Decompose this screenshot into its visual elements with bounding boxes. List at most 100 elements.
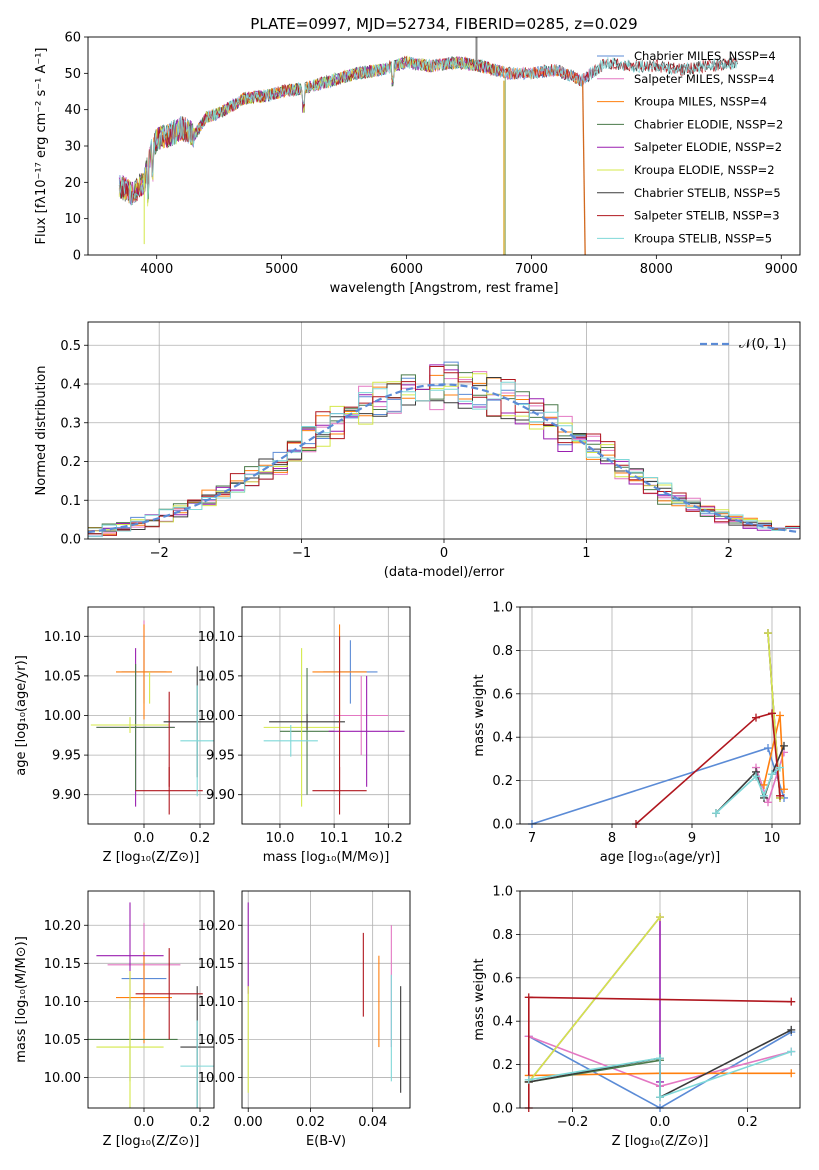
x-tick-label: 8000	[640, 262, 673, 277]
x-tick-label: 5000	[265, 262, 298, 277]
y-tick-label: 10.00	[198, 709, 235, 724]
mass-vs-metallicity-panel: 0.0 0.2 10.00 10.05 10.10 10.15 10.20 Z [log₁₀(…	[14, 890, 215, 1149]
weight-point-marker	[787, 1069, 796, 1078]
y-tick-label: 50	[64, 67, 81, 82]
x-axis-label: Z [log₁₀(Z/Z⊙)]	[612, 1134, 709, 1149]
x-tick-label: 0	[440, 546, 448, 561]
histogram-step-line	[88, 377, 800, 535]
y-tick-label: 0.6	[492, 971, 513, 986]
weight-point-marker	[776, 791, 784, 800]
weight-vs-metallicity-panel: −0.2 0.0 0.2 0.0 0.2 0.4 0.6 0.8 1.0 Z [log₁₀(Z/Z…	[472, 885, 801, 1149]
weight-point-marker	[524, 1075, 533, 1084]
x-axis-label: (data-model)/error	[384, 565, 505, 580]
y-tick-label: 9.95	[206, 749, 235, 764]
y-tick-label: 10.10	[198, 630, 235, 645]
weight-point-marker	[524, 993, 533, 1002]
y-tick-label: 30	[64, 140, 81, 155]
axes-frame	[87, 606, 215, 825]
x-tick-label: 0.2	[190, 1115, 211, 1130]
residual-histogram-panel: −2 −1 0 1 2 0.0 0.1 0.2 0.3 0.4 0.5 (data-model)/er…	[34, 321, 801, 580]
y-tick-label: 0.8	[492, 928, 513, 943]
y-tick-label: 10.15	[44, 957, 81, 972]
legend-entry-label: Kroupa STELIB, NSSP=5	[634, 231, 772, 245]
weight-point-marker	[780, 785, 788, 794]
histogram-step-line	[88, 373, 800, 532]
weight-point-marker	[656, 1093, 664, 1102]
spectrum-panel: 4000 5000 6000 7000 8000 9000 0 10 20 30 40 50 60 wav…	[34, 31, 801, 296]
x-tick-label: 0.04	[358, 1115, 387, 1130]
weight-point-marker	[752, 772, 760, 781]
figure-title: PLATE=0997, MJD=52734, FIBERID=0285, z=0…	[250, 15, 637, 33]
y-axis-label: mass [log₁₀(M/M⊙)]	[14, 936, 29, 1063]
y-axis-label: mass weight	[472, 674, 487, 756]
y-tick-label: 10.05	[198, 669, 235, 684]
y-tick-label: 0	[73, 249, 81, 264]
age-vs-metallicity-panel: 0.0 0.2 9.90 9.95 10.00 10.05 10.10 Z [log₁₀(Z/…	[14, 606, 215, 865]
weight-point-marker	[780, 741, 788, 750]
x-tick-label: 10	[764, 831, 781, 846]
y-axis-label: mass weight	[472, 958, 487, 1040]
weight-point-marker	[787, 1047, 796, 1056]
x-axis-label: E(B-V)	[306, 1134, 346, 1149]
weight-point-marker	[656, 1054, 664, 1063]
y-tick-label: 10.00	[44, 709, 81, 724]
weight-point-marker	[764, 744, 772, 753]
legend-entry-label: Chabrier MILES, NSSP=4	[634, 49, 776, 63]
axes-frame	[519, 606, 801, 825]
y-tick-label: 10	[64, 212, 81, 227]
x-axis-label: Z [log₁₀(Z/Z⊙)]	[103, 850, 200, 865]
y-axis-label: Normed distribution	[34, 366, 49, 496]
y-tick-label: 9.95	[52, 749, 81, 764]
y-tick-label: 0.2	[60, 455, 81, 470]
y-axis-label: Flux [fλ10⁻¹⁷ erg cm⁻² s⁻¹ A⁻¹]	[34, 48, 49, 245]
x-tick-label: 9	[688, 831, 696, 846]
weight-point-marker	[776, 711, 784, 720]
y-tick-label: 10.05	[44, 1033, 81, 1048]
x-tick-label: 4000	[140, 262, 173, 277]
y-tick-label: 10.05	[198, 1033, 235, 1048]
weight-vs-age-panel: 7 8 9 10 0.0 0.2 0.4 0.6 0.8 1.0 age [log₁₀(age/yr…	[472, 601, 801, 865]
legend-entry-label: 𝒩(0, 1)	[739, 337, 786, 352]
legend-entry-label: Chabrier ELODIE, NSSP=2	[634, 117, 783, 131]
x-tick-label: 7000	[515, 262, 548, 277]
y-tick-label: 10.15	[198, 957, 235, 972]
weight-series-line	[528, 1031, 792, 1108]
x-tick-label: 0.00	[234, 1115, 263, 1130]
histogram-step-line	[88, 364, 800, 530]
x-tick-label: 2	[725, 546, 733, 561]
y-tick-label: 10.00	[44, 1071, 81, 1086]
weight-point-marker	[768, 709, 776, 718]
weight-point-marker	[712, 809, 720, 818]
y-tick-label: 20	[64, 176, 81, 191]
y-tick-label: 10.00	[198, 1071, 235, 1086]
x-tick-label: 0.0	[650, 1115, 671, 1130]
y-tick-label: 0.0	[492, 1102, 513, 1117]
x-tick-label: −2	[150, 546, 169, 561]
y-tick-label: 0.6	[492, 687, 513, 702]
mass-vs-extinction-panel: 0.00 0.02 0.04 10.00 10.05 10.10 10.15 10.20 E(B…	[198, 890, 411, 1149]
weight-point-marker	[787, 997, 796, 1006]
y-tick-label: 0.2	[492, 774, 513, 789]
x-tick-label: −0.2	[557, 1115, 589, 1130]
x-tick-label: −1	[292, 546, 311, 561]
axes-frame	[87, 321, 801, 540]
y-tick-label: 0.8	[492, 644, 513, 659]
y-tick-label: 0.3	[60, 416, 81, 431]
x-tick-label: 0.0	[134, 1115, 155, 1130]
y-tick-label: 0.5	[60, 339, 81, 354]
legend-entry-label: Kroupa ELODIE, NSSP=2	[634, 163, 775, 177]
y-tick-label: 0.4	[492, 1015, 513, 1030]
x-axis-label: wavelength [Angstrom, rest frame]	[330, 281, 559, 296]
axes-frame	[241, 890, 411, 1109]
y-tick-label: 0.0	[492, 818, 513, 833]
weight-point-marker	[768, 770, 776, 779]
x-axis-label: mass [log₁₀(M/M⊙)]	[263, 850, 390, 865]
spectrum-dropout-line	[582, 80, 586, 255]
legend-entry-label: Kroupa MILES, NSSP=4	[634, 95, 767, 109]
y-tick-label: 40	[64, 103, 81, 118]
y-tick-label: 0.4	[60, 378, 81, 393]
x-axis-label: Z [log₁₀(Z/Z⊙)]	[103, 1134, 200, 1149]
y-tick-label: 10.20	[44, 919, 81, 934]
x-tick-label: 1	[582, 546, 590, 561]
